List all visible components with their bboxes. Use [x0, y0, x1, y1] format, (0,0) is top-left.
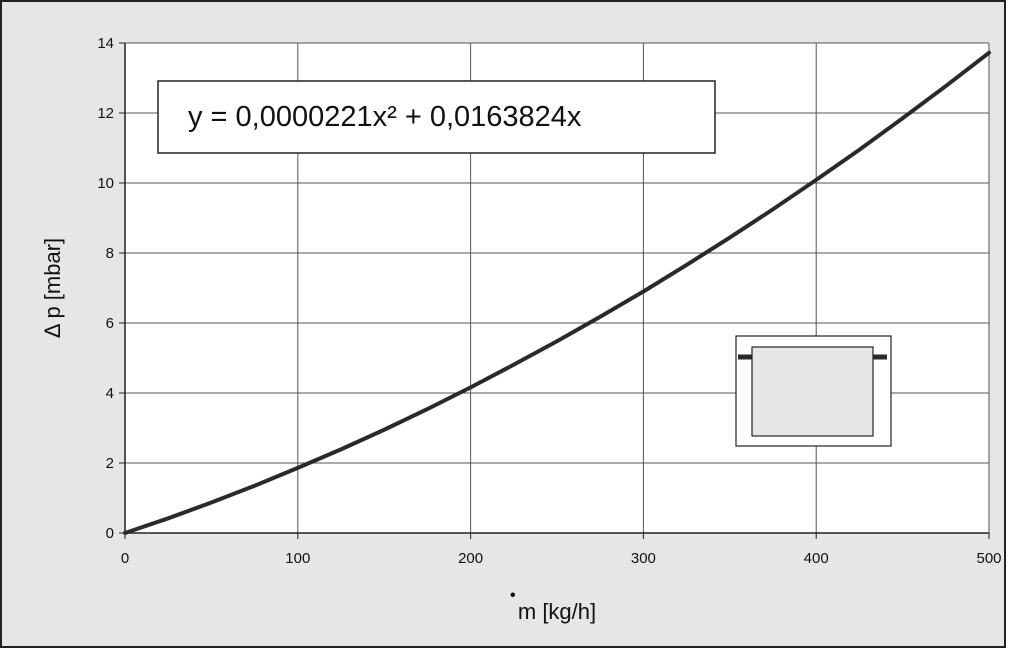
y-tick-label: 8: [106, 245, 114, 262]
y-tick-label: 12: [97, 105, 114, 122]
device-icon: [735, 335, 892, 447]
x-tick-label: 300: [631, 550, 656, 567]
series-layer: [123, 50, 991, 535]
y-axis-title: Δ p [mbar]: [40, 238, 65, 338]
x-tick-label: 500: [976, 550, 1001, 567]
y-tick-label: 2: [106, 455, 114, 472]
x-axis-title: m [kg/h]: [518, 599, 596, 624]
x-tick-label: 200: [458, 550, 483, 567]
y-tick-label: 10: [97, 175, 114, 192]
x-tick-label: 0: [121, 550, 129, 567]
y-tick-label: 6: [106, 315, 114, 332]
tick-label-layer: 0 2 4 6 8 10 12 14 0 100 200 300 400 500: [97, 35, 1001, 567]
x-tick-label: 100: [285, 550, 310, 567]
x-axis-title-dot: •: [510, 587, 516, 604]
x-tick-label: 400: [804, 550, 829, 567]
device-icon-body: [751, 346, 874, 437]
formula-text: y = 0,0000221x² + 0,0163824x: [188, 101, 582, 133]
formula-box: [157, 80, 716, 154]
y-tick-label: 4: [106, 385, 114, 402]
formula-annotation: y = 0,0000221x² + 0,0163824x: [157, 80, 716, 154]
y-tick-label: 0: [106, 525, 114, 542]
series-line: [123, 50, 991, 535]
y-tick-label: 14: [97, 35, 114, 52]
